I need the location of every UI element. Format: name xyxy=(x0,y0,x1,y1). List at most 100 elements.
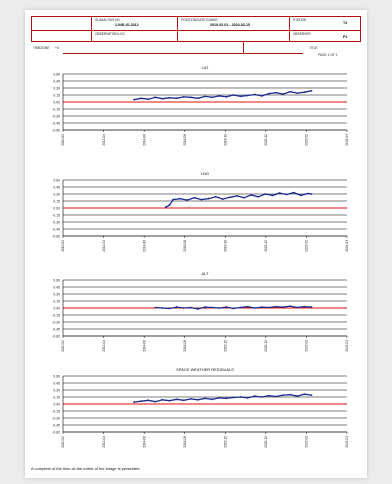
data-point xyxy=(264,193,267,195)
data-point xyxy=(292,191,295,194)
header-f5-value: P1 xyxy=(343,35,348,39)
data-point xyxy=(154,96,157,99)
data-point xyxy=(140,97,142,100)
data-point xyxy=(289,90,292,93)
data-point xyxy=(310,193,313,195)
data-point xyxy=(243,196,245,199)
y-tick-label: -0.60 xyxy=(52,430,60,434)
data-point xyxy=(225,397,228,400)
data-point xyxy=(232,307,235,310)
data-point xyxy=(289,393,292,396)
y-tick-label: 0.45 xyxy=(53,285,60,289)
header-box xyxy=(31,16,361,42)
data-point xyxy=(278,192,281,194)
data-point xyxy=(175,398,178,401)
chart-lat-svg: LAT 0.60 0.45 0.30 0.15 0.00 -0.15 -0.30 -0.45 -0… xyxy=(52,65,349,146)
header-divider-2 xyxy=(177,16,178,42)
data-point xyxy=(204,397,206,400)
data-point xyxy=(236,194,238,197)
data-point xyxy=(214,195,217,198)
data-point xyxy=(168,307,171,310)
data-point xyxy=(307,192,309,195)
data-point xyxy=(275,305,277,308)
y-tick-label: 0.45 xyxy=(53,79,60,83)
y-tick-label: 0.15 xyxy=(53,395,60,399)
y-tick-label: 0.60 xyxy=(53,278,60,282)
data-point xyxy=(228,196,231,199)
data-point xyxy=(282,93,284,95)
data-point xyxy=(303,305,306,308)
data-point xyxy=(239,95,242,98)
data-point xyxy=(186,199,189,201)
data-point xyxy=(218,397,221,399)
data-point xyxy=(147,98,150,101)
y-tick-label: -0.30 xyxy=(52,114,60,118)
y-tick-label: -0.15 xyxy=(52,409,60,413)
data-point xyxy=(168,96,171,99)
x-tick-label: 2014-06 xyxy=(142,134,146,146)
x-tick-label: 2022-02 xyxy=(305,240,309,252)
data-point xyxy=(253,307,256,309)
x-tick-label: 2018-10 xyxy=(223,436,227,448)
data-point xyxy=(182,307,185,309)
x-tick-label: 2016-08 xyxy=(183,240,187,252)
data-point xyxy=(260,306,263,308)
y-tick-label: 0.00 xyxy=(53,306,60,310)
data-point xyxy=(282,306,284,308)
data-point xyxy=(168,204,171,207)
data-point xyxy=(154,400,157,403)
chart-title: ALT xyxy=(201,271,209,276)
data-point xyxy=(257,195,260,198)
y-tick-label: 0.30 xyxy=(53,86,60,90)
data-point xyxy=(179,197,182,200)
chart-residuals: SPACE WEATHER RESIDUALS 0.60 0.45 0.30 0.15 0… xyxy=(25,364,367,464)
header-f4-label: OBSERVATION LOC xyxy=(95,32,125,36)
data-point xyxy=(207,197,210,200)
header-f7-value: PAGE 1 OF 1 xyxy=(318,53,338,57)
data-point xyxy=(250,194,253,196)
data-point xyxy=(246,94,249,97)
data-point xyxy=(239,396,242,398)
header-f1-label: ID ANALYSIS NO. xyxy=(95,18,121,22)
data-point xyxy=(218,307,221,309)
chart-title: LNG xyxy=(201,171,209,176)
data-point xyxy=(211,306,214,309)
x-tick-label: 2016-08 xyxy=(183,340,187,352)
data-point xyxy=(232,396,235,399)
x-tick-label: 2012-04 xyxy=(102,240,106,252)
x-tick-label: 2012-04 xyxy=(102,436,106,448)
data-point xyxy=(268,92,270,95)
data-point xyxy=(175,97,178,100)
data-point xyxy=(211,96,214,99)
y-tick-label: 0.15 xyxy=(53,93,60,97)
data-point xyxy=(211,398,214,401)
data-point xyxy=(303,393,306,396)
chart-lng-svg: LNG 0.60 0.45 0.30 0.15 0.00 -0.15 -0.30 -0.45 -0… xyxy=(52,171,349,252)
y-tick-label: 0.30 xyxy=(53,292,60,296)
data-point xyxy=(161,97,164,100)
chart-title: LAT xyxy=(201,65,209,70)
data-point xyxy=(154,306,157,309)
y-tick-label: 0.00 xyxy=(53,100,60,104)
y-tick-label: -0.45 xyxy=(52,227,60,231)
data-point xyxy=(299,194,302,197)
data-point xyxy=(147,399,150,402)
data-point xyxy=(193,196,196,199)
data-point xyxy=(271,194,274,197)
header-divider-3 xyxy=(289,16,290,42)
y-tick-label: -0.30 xyxy=(52,320,60,324)
y-tick-label: -0.15 xyxy=(52,213,60,217)
data-point xyxy=(200,198,203,201)
data-point xyxy=(310,394,313,397)
data-point xyxy=(246,305,249,308)
header-f3-value: T4 xyxy=(343,21,348,25)
report-page: ID ANALYSIS NO. 1-IND-IO-2012 POSITION/D… xyxy=(25,10,367,478)
y-tick-label: -0.60 xyxy=(52,334,60,338)
data-point xyxy=(260,95,263,97)
y-tick-label: -0.45 xyxy=(52,423,60,427)
data-point xyxy=(168,399,171,402)
data-point xyxy=(296,92,299,95)
x-tick-label: 2020-12 xyxy=(264,340,268,352)
data-point xyxy=(310,306,313,308)
y-tick-label: 0.00 xyxy=(53,206,60,210)
